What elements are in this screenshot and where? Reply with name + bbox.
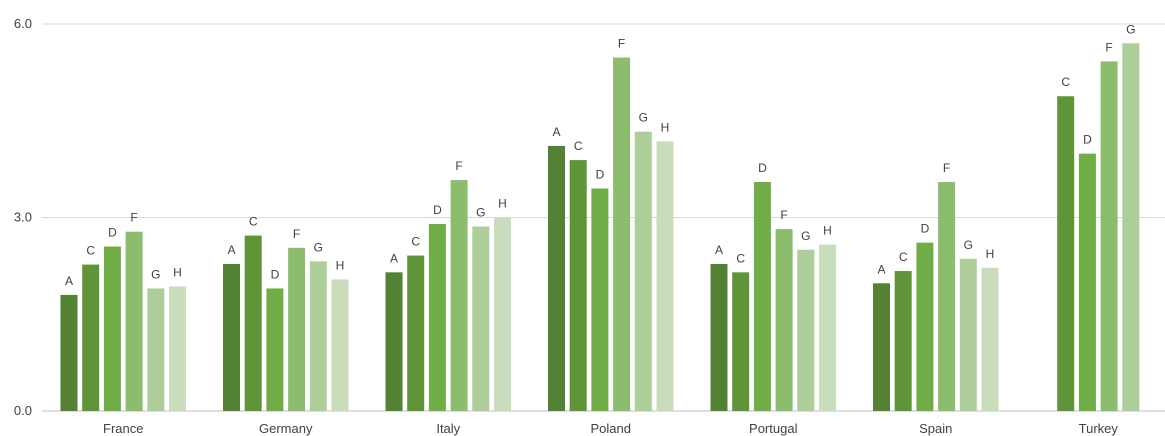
bar-france-h: [169, 286, 186, 411]
bar-portugal-d: [753, 182, 771, 411]
bar-data-label: G: [314, 240, 323, 254]
bar-data-label: G: [151, 267, 160, 281]
bar-poland-a: [548, 145, 565, 411]
bar-data-label: A: [390, 251, 398, 265]
bar-data-label: H: [823, 224, 832, 238]
x-category-label: Spain: [919, 421, 952, 436]
bar-portugal-a: [710, 263, 728, 411]
x-category-label: Germany: [259, 421, 313, 436]
x-category-label: Turkey: [1079, 421, 1119, 436]
x-category-label: France: [103, 421, 143, 436]
x-axis: France Germany Italy Poland Portugal Spain Tur…: [103, 421, 1118, 436]
bar-poland-d: [591, 188, 609, 411]
bar-germany-h: [331, 279, 349, 411]
bar-poland-c: [569, 160, 587, 411]
bar-data-label: G: [639, 111, 648, 125]
bar-data-label: F: [780, 208, 787, 222]
bar-data-label: D: [433, 203, 442, 217]
bar-germany-c: [244, 235, 262, 411]
bar-turkey-g: [1122, 43, 1140, 411]
bar-data-label: F: [130, 211, 137, 225]
x-category-label: Italy: [436, 421, 460, 436]
bar-poland-g: [634, 131, 652, 411]
bar-data-label: H: [986, 247, 995, 261]
x-category-label: Portugal: [749, 421, 798, 436]
bar-data-label: H: [336, 258, 345, 272]
bar-germany-f: [288, 247, 306, 411]
bar-italy-g: [472, 226, 490, 411]
bar-germany-a: [223, 263, 240, 411]
bar-france-c: [82, 264, 100, 411]
bar-data-label: C: [736, 251, 745, 265]
bar-data-label: C: [574, 139, 583, 153]
bar-data-label: C: [411, 235, 420, 249]
bar-data-label: F: [943, 161, 950, 175]
bar-data-label: A: [552, 125, 560, 139]
bar-france-g: [147, 288, 165, 411]
bar-france-f: [125, 231, 143, 411]
bar-spain-h: [981, 267, 999, 411]
bar-data-label: C: [86, 244, 95, 258]
bar-poland-f: [613, 57, 631, 411]
bar-poland-h: [656, 141, 674, 411]
bar-data-label: G: [1126, 22, 1135, 36]
bar-portugal-h: [819, 244, 836, 411]
bar-data-label: D: [108, 226, 117, 240]
bar-portugal-f: [775, 229, 793, 411]
bar-data-label: D: [758, 161, 767, 175]
bar-data-label: H: [498, 197, 507, 211]
bar-turkey-c: [1057, 96, 1075, 412]
bar-germany-d: [266, 288, 284, 411]
bar-data-label: C: [899, 250, 908, 264]
bar-data-label: F: [455, 159, 462, 173]
y-tick-label: 0.0: [14, 403, 32, 418]
bar-italy-h: [494, 217, 511, 411]
bar-data-label: A: [65, 274, 73, 288]
bar-france-d: [103, 246, 121, 411]
bar-portugal-c: [732, 272, 750, 411]
bar-data-label: D: [1083, 133, 1092, 147]
y-axis: 0.0 3.0 6.0: [14, 16, 32, 418]
bar-italy-f: [450, 180, 468, 411]
bar-spain-f: [938, 182, 956, 411]
y-tick-label: 3.0: [14, 210, 32, 225]
bar-data-label: H: [173, 266, 182, 280]
bar-data-label: C: [249, 215, 258, 229]
bar-turkey-f: [1100, 61, 1118, 411]
bar-data-label: A: [715, 243, 723, 257]
bar-data-label: D: [271, 267, 280, 281]
x-category-label: Poland: [591, 421, 631, 436]
bar-data-label: G: [476, 206, 485, 220]
bar-spain-c: [894, 271, 912, 411]
bar-data-label: G: [801, 229, 810, 243]
bar-data-label: F: [293, 227, 300, 241]
bar-data-label: A: [227, 243, 235, 257]
bar-data-label: D: [596, 167, 605, 181]
bar-france-a: [60, 294, 78, 411]
bar-data-label: F: [618, 37, 625, 51]
bar-germany-g: [309, 261, 327, 411]
bar-data-label: H: [661, 120, 670, 134]
bar-data-label: A: [877, 262, 885, 276]
bar-italy-c: [407, 255, 425, 411]
bar-turkey-d: [1078, 153, 1096, 411]
bar-spain-g: [959, 258, 977, 411]
bar-italy-d: [428, 223, 446, 411]
bar-data-label: D: [921, 222, 930, 236]
bar-data-label: C: [1061, 75, 1070, 89]
bar-spain-d: [916, 242, 934, 411]
bar-data-label: F: [1105, 40, 1112, 54]
bar-data-label: G: [964, 238, 973, 252]
bar-italy-a: [385, 272, 403, 411]
bar-spain-a: [873, 283, 890, 411]
bar-portugal-g: [797, 249, 815, 411]
y-tick-label: 6.0: [14, 16, 32, 31]
